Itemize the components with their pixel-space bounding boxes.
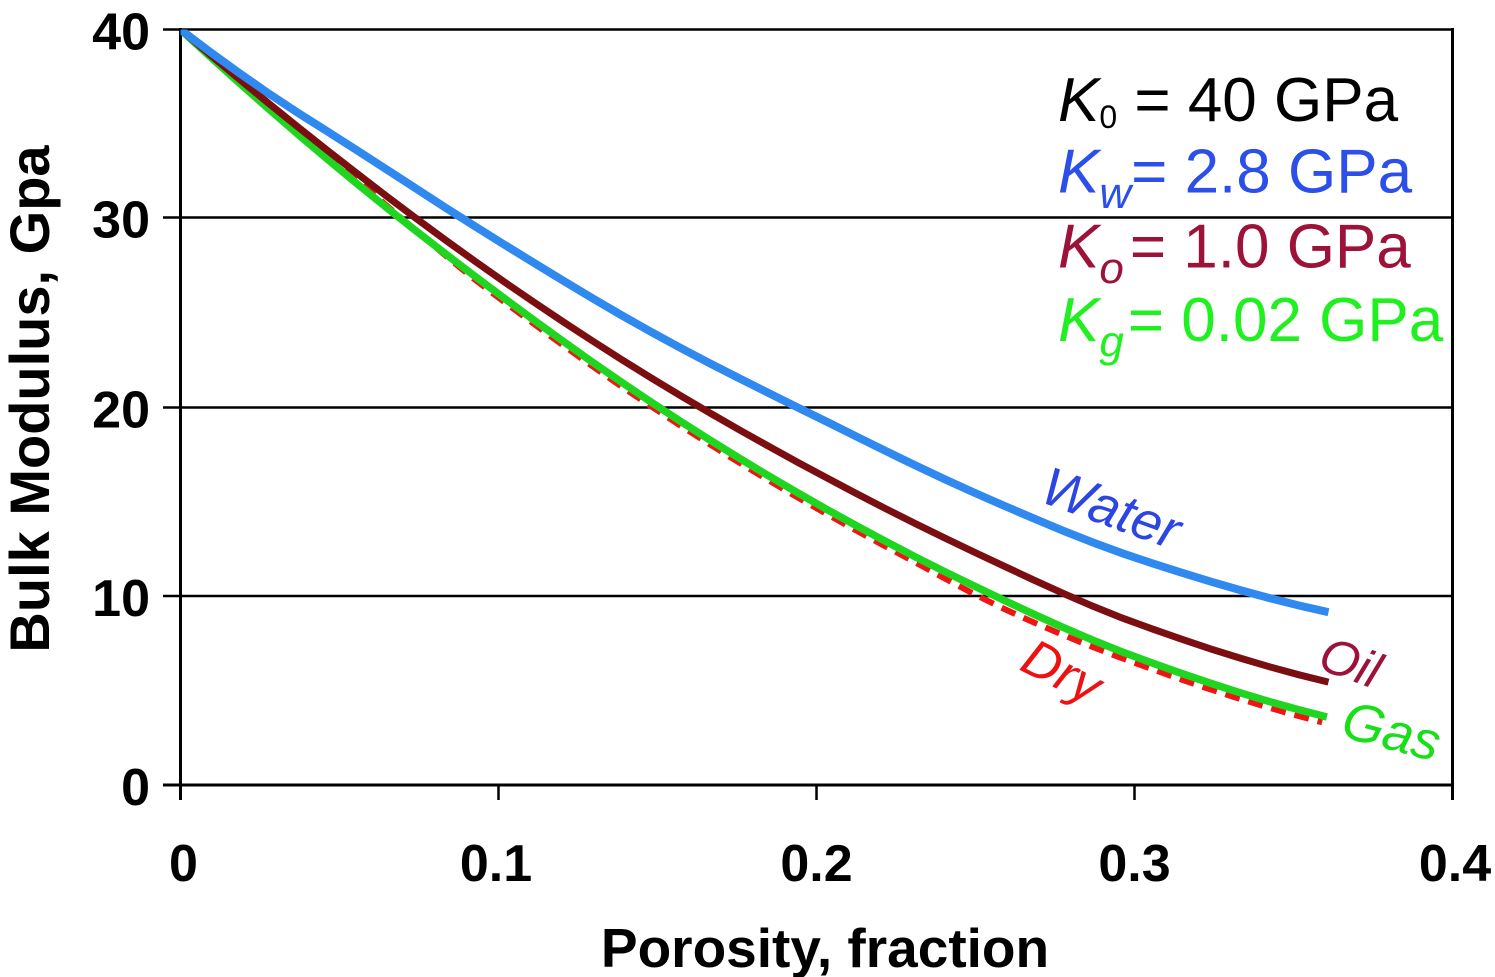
svg-text:0.4: 0.4 xyxy=(1419,835,1491,893)
svg-text:0: 0 xyxy=(169,835,198,893)
svg-text:20: 20 xyxy=(92,382,150,440)
svg-text:0: 0 xyxy=(121,759,150,817)
svg-text:K0 = 40 GPa: K0 = 40 GPa xyxy=(1058,66,1399,135)
svg-text:Porosity, fraction: Porosity, fraction xyxy=(601,917,1049,977)
svg-text:0.2: 0.2 xyxy=(780,835,852,893)
svg-text:Kg= 0.02 GPa: Kg= 0.02 GPa xyxy=(1058,286,1444,367)
svg-text:Ko= 1.0 GPa: Ko= 1.0 GPa xyxy=(1058,213,1411,294)
svg-text:0.3: 0.3 xyxy=(1098,835,1170,893)
svg-text:0.1: 0.1 xyxy=(460,835,532,893)
svg-text:30: 30 xyxy=(92,192,150,250)
svg-text:Kw= 2.8 GPa: Kw= 2.8 GPa xyxy=(1058,137,1413,218)
svg-text:Bulk Modulus, Gpa: Bulk Modulus, Gpa xyxy=(0,145,61,653)
svg-text:40: 40 xyxy=(92,4,150,62)
svg-text:10: 10 xyxy=(92,570,150,628)
